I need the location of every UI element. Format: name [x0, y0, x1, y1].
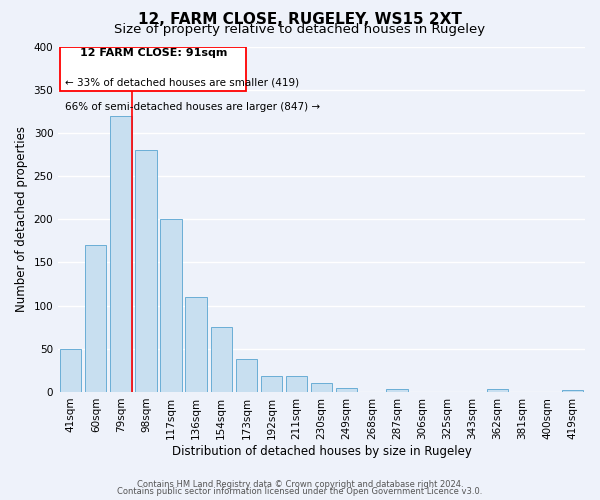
Bar [185, 297, 207, 392]
Bar [136, 150, 157, 392]
Text: ← 33% of detached houses are smaller (419): ← 33% of detached houses are smaller (41… [65, 78, 299, 88]
Bar [236, 359, 257, 392]
Bar [286, 376, 307, 392]
Bar [110, 116, 131, 392]
Bar [85, 245, 106, 392]
Text: Contains public sector information licensed under the Open Government Licence v3: Contains public sector information licen… [118, 488, 482, 496]
Bar [336, 388, 358, 392]
Bar [211, 327, 232, 392]
Y-axis label: Number of detached properties: Number of detached properties [15, 126, 28, 312]
Text: Size of property relative to detached houses in Rugeley: Size of property relative to detached ho… [115, 22, 485, 36]
Text: 66% of semi-detached houses are larger (847) →: 66% of semi-detached houses are larger (… [65, 102, 320, 112]
Text: Contains HM Land Registry data © Crown copyright and database right 2024.: Contains HM Land Registry data © Crown c… [137, 480, 463, 489]
Bar [487, 388, 508, 392]
Bar [60, 349, 82, 392]
Text: 12, FARM CLOSE, RUGELEY, WS15 2XT: 12, FARM CLOSE, RUGELEY, WS15 2XT [138, 12, 462, 28]
Bar [386, 388, 407, 392]
FancyBboxPatch shape [60, 46, 247, 92]
Text: 12 FARM CLOSE: 91sqm: 12 FARM CLOSE: 91sqm [80, 48, 227, 58]
X-axis label: Distribution of detached houses by size in Rugeley: Distribution of detached houses by size … [172, 444, 472, 458]
Bar [160, 219, 182, 392]
Bar [311, 384, 332, 392]
Bar [261, 376, 282, 392]
Bar [562, 390, 583, 392]
